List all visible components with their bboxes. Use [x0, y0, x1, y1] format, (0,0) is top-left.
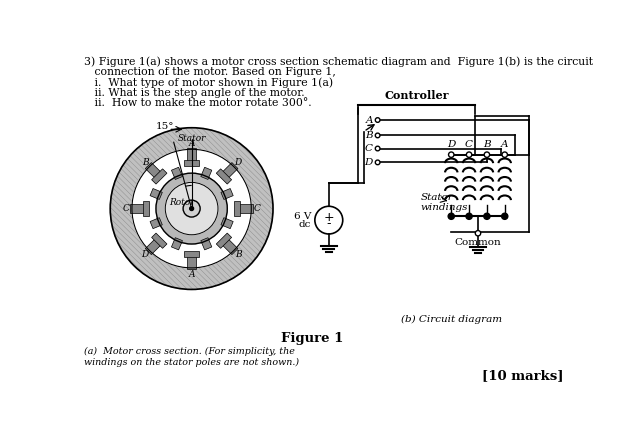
- Text: Stator
windings: Stator windings: [420, 193, 468, 212]
- Text: 3) Figure 1(a) shows a motor cross section schematic diagram and  Figure 1(b) is: 3) Figure 1(a) shows a motor cross secti…: [84, 57, 593, 68]
- Text: Figure 1: Figure 1: [281, 332, 343, 345]
- Bar: [201, 167, 212, 179]
- Text: A: A: [188, 139, 195, 148]
- Text: dc: dc: [299, 220, 311, 229]
- Text: B: B: [142, 158, 148, 167]
- Circle shape: [375, 146, 380, 151]
- Text: connection of the motor. Based on Figure 1,: connection of the motor. Based on Figure…: [84, 67, 336, 77]
- Bar: [143, 201, 149, 216]
- Bar: [184, 160, 199, 166]
- Circle shape: [165, 183, 218, 235]
- Bar: [184, 251, 199, 257]
- Circle shape: [375, 133, 380, 138]
- Bar: [152, 169, 167, 184]
- Bar: [221, 238, 238, 255]
- Circle shape: [375, 160, 380, 165]
- Bar: [152, 233, 167, 248]
- Bar: [237, 204, 253, 213]
- Text: (b) Circuit diagram: (b) Circuit diagram: [401, 315, 502, 324]
- Text: -: -: [327, 217, 331, 230]
- Bar: [171, 167, 183, 179]
- Circle shape: [190, 207, 193, 210]
- Text: A: A: [501, 140, 508, 149]
- Text: ii. What is the step angle of the motor.: ii. What is the step angle of the motor.: [84, 88, 304, 98]
- Bar: [221, 189, 233, 199]
- Text: D: D: [235, 158, 242, 167]
- Text: C: C: [122, 204, 129, 213]
- Text: Rotor: Rotor: [170, 198, 195, 207]
- Text: B: B: [483, 140, 491, 149]
- Text: (a)  Motor cross section. (For simplicity, the
windings on the stator poles are : (a) Motor cross section. (For simplicity…: [84, 347, 299, 367]
- Text: 15°: 15°: [156, 122, 174, 131]
- Text: [10 marks]: [10 marks]: [482, 369, 564, 382]
- Text: Stator: Stator: [178, 134, 206, 143]
- Circle shape: [476, 231, 481, 236]
- Text: B: B: [365, 131, 373, 140]
- Circle shape: [484, 213, 490, 219]
- Bar: [150, 218, 162, 229]
- Bar: [171, 238, 183, 250]
- Text: C: C: [365, 144, 373, 153]
- Circle shape: [132, 149, 251, 268]
- Text: Controller: Controller: [384, 90, 449, 101]
- Text: ii.  How to make the motor rotate 300°.: ii. How to make the motor rotate 300°.: [84, 99, 311, 108]
- Bar: [234, 201, 240, 216]
- Circle shape: [501, 213, 508, 219]
- Bar: [201, 238, 212, 250]
- Circle shape: [315, 206, 343, 234]
- Text: 6 V: 6 V: [294, 212, 311, 221]
- Circle shape: [183, 200, 200, 217]
- Circle shape: [467, 152, 472, 157]
- Text: Common: Common: [455, 238, 501, 247]
- Text: A: A: [365, 115, 373, 125]
- Text: C: C: [254, 204, 261, 213]
- Bar: [131, 204, 146, 213]
- Circle shape: [156, 173, 227, 244]
- Text: B: B: [235, 250, 242, 259]
- Circle shape: [502, 152, 507, 157]
- Bar: [150, 189, 162, 199]
- Text: i.  What type of motor shown in Figure 1(a): i. What type of motor shown in Figure 1(…: [84, 78, 333, 88]
- Bar: [221, 218, 233, 229]
- Bar: [216, 169, 231, 184]
- Text: D: D: [447, 140, 455, 149]
- Text: D: D: [141, 250, 148, 259]
- Bar: [145, 238, 162, 255]
- Bar: [145, 163, 162, 179]
- Bar: [188, 254, 196, 270]
- Text: +: +: [323, 210, 334, 224]
- Circle shape: [375, 118, 380, 122]
- Text: D: D: [365, 158, 373, 167]
- Text: C: C: [465, 140, 473, 149]
- Circle shape: [448, 152, 454, 157]
- Bar: [221, 163, 238, 179]
- Text: A: A: [188, 270, 195, 278]
- Bar: [188, 148, 196, 163]
- Bar: [216, 233, 231, 248]
- Circle shape: [110, 128, 273, 290]
- Circle shape: [484, 152, 489, 157]
- Circle shape: [466, 213, 472, 219]
- Circle shape: [448, 213, 455, 219]
